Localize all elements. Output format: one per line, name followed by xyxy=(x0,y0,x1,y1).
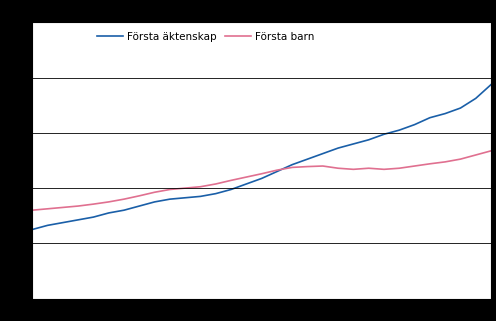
Första äktenskap xyxy=(45,223,51,227)
Första barn xyxy=(106,200,112,204)
Första äktenskap xyxy=(213,192,219,195)
Första barn xyxy=(305,165,310,169)
Första äktenskap xyxy=(351,142,357,146)
Första äktenskap xyxy=(381,132,387,136)
Första äktenskap xyxy=(182,196,188,200)
Första barn xyxy=(412,164,418,168)
Första barn xyxy=(335,166,341,170)
Första äktenskap xyxy=(75,218,81,222)
Första äktenskap xyxy=(427,116,433,120)
Första barn xyxy=(457,157,463,161)
Första äktenskap xyxy=(197,195,203,198)
Första äktenskap xyxy=(60,221,66,225)
Första barn xyxy=(197,185,203,189)
Första äktenskap xyxy=(473,97,479,100)
Första barn xyxy=(274,168,280,172)
Första äktenskap xyxy=(396,128,402,132)
Första barn xyxy=(259,172,265,176)
Första äktenskap xyxy=(442,112,448,116)
Första barn xyxy=(167,187,173,191)
Första barn xyxy=(289,166,295,169)
Första äktenskap xyxy=(488,83,494,87)
Första barn xyxy=(320,164,326,168)
Första äktenskap xyxy=(366,138,372,142)
Första äktenskap xyxy=(106,211,112,215)
Första äktenskap xyxy=(90,215,96,219)
Första barn xyxy=(121,197,127,201)
Första barn xyxy=(152,190,158,194)
Första barn xyxy=(351,168,357,171)
Första barn xyxy=(213,182,219,186)
Första barn xyxy=(488,149,494,153)
Första barn xyxy=(396,166,402,170)
Första barn xyxy=(45,207,51,211)
Första äktenskap xyxy=(29,228,35,231)
Första äktenskap xyxy=(136,204,142,208)
Första barn xyxy=(366,166,372,170)
Första barn xyxy=(228,178,234,182)
Första barn xyxy=(75,204,81,208)
Första äktenskap xyxy=(274,169,280,173)
Första barn xyxy=(90,202,96,206)
Legend: Första äktenskap, Första barn: Första äktenskap, Första barn xyxy=(93,28,318,46)
Första äktenskap xyxy=(320,152,326,156)
Första äktenskap xyxy=(412,123,418,126)
Första barn xyxy=(29,208,35,212)
Första barn xyxy=(244,175,249,179)
Första äktenskap xyxy=(305,157,310,161)
Första äktenskap xyxy=(152,200,158,204)
Första äktenskap xyxy=(335,146,341,150)
Första barn xyxy=(381,168,387,171)
Första barn xyxy=(473,153,479,157)
Första äktenskap xyxy=(121,208,127,212)
Första barn xyxy=(136,194,142,198)
Första äktenskap xyxy=(457,106,463,110)
Första äktenskap xyxy=(289,163,295,167)
Första barn xyxy=(427,162,433,166)
Första äktenskap xyxy=(244,182,249,186)
Första barn xyxy=(60,205,66,209)
Första barn xyxy=(182,186,188,190)
Första äktenskap xyxy=(167,197,173,201)
Första äktenskap xyxy=(228,187,234,191)
Första barn xyxy=(442,160,448,164)
Line: Första äktenskap: Första äktenskap xyxy=(32,85,491,230)
Line: Första barn: Första barn xyxy=(32,151,491,210)
Första äktenskap xyxy=(259,177,265,180)
